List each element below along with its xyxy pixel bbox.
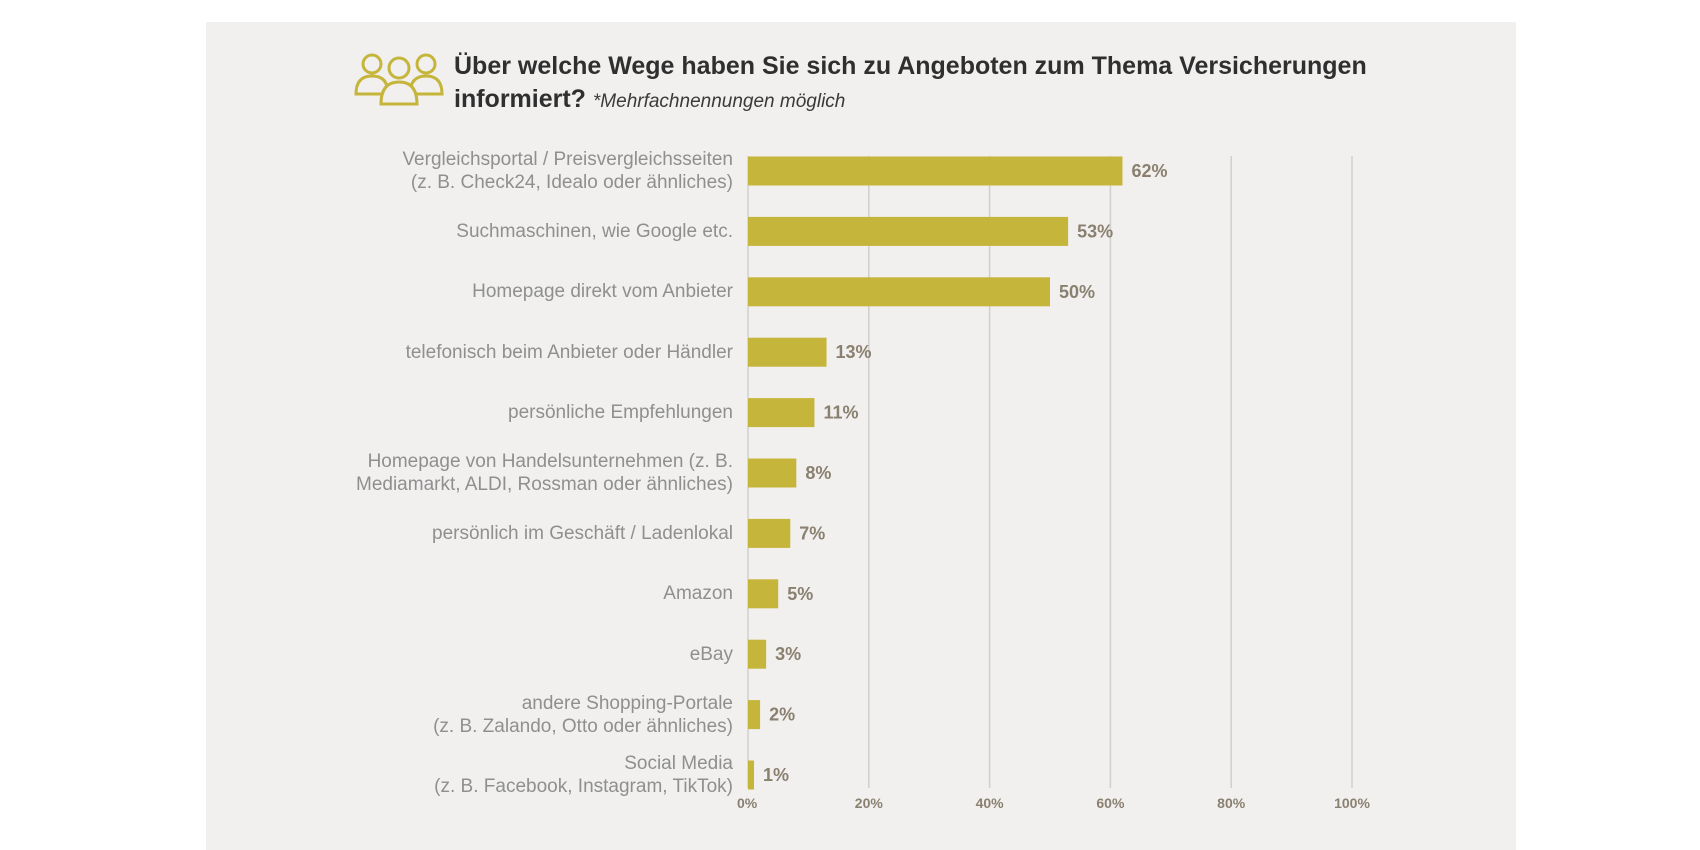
category-label-line: (z. B. Facebook, Instagram, TikTok) — [434, 776, 733, 797]
bar-value-label: 7% — [799, 523, 825, 543]
bar-value-label: 53% — [1077, 221, 1113, 241]
bar-value-label: 2% — [769, 705, 795, 725]
bar — [748, 458, 797, 488]
bar — [748, 700, 761, 730]
category-label-line: persönlich im Geschäft / Ladenlokal — [432, 522, 733, 544]
title-text: Über welche Wege haben Sie sich zu Angeb… — [454, 52, 1367, 113]
category-label-line: persönliche Empfehlungen — [508, 402, 733, 424]
category-label-line: Vergleichsportal / Preisvergleichsseiten — [402, 149, 733, 170]
category-label-line: Mediamarkt, ALDI, Rossman oder ähnliches… — [356, 474, 733, 495]
category-label-line: eBay — [689, 643, 733, 665]
bar-value-label: 5% — [787, 584, 813, 604]
category-label-line: (z. B. Check24, Idealo oder ähnliches) — [410, 172, 733, 193]
category-label-line: andere Shopping-Portale — [521, 692, 733, 714]
category-label: Amazon — [663, 582, 733, 605]
category-label: eBay — [690, 643, 733, 666]
bar — [748, 156, 1123, 186]
bar — [748, 639, 767, 669]
bar-value-label: 13% — [836, 342, 872, 362]
chart-subtitle: *Mehrfachnennungen möglich — [592, 91, 846, 112]
category-label: andere Shopping-Portale (z. B. Zalando, O… — [433, 692, 733, 738]
chart-title: Über welche Wege haben Sie sich zu Angeb… — [454, 50, 1414, 118]
bar-value-label: 11% — [823, 403, 858, 423]
category-label-line: Homepage von Handelsunternehmen (z. B. — [367, 451, 733, 472]
category-label-line: Homepage direkt vom Anbieter — [472, 281, 733, 303]
category-label-line: (z. B. Zalando, Otto oder ähnliches) — [433, 715, 733, 737]
category-label: Social Media (z. B. Facebook, Instagram, … — [434, 752, 733, 798]
x-tick-label: 100% — [1334, 795, 1370, 811]
category-label: Suchmaschinen, wie Google etc. — [456, 220, 733, 243]
category-label: telefonisch beim Anbieter oder Händler — [406, 341, 733, 364]
category-label-line: telefonisch beim Anbieter oder Händler — [405, 341, 733, 363]
x-tick-label: 0% — [737, 795, 758, 811]
category-label-line: Amazon — [663, 583, 733, 605]
bar — [748, 337, 827, 367]
bar-value-label: 3% — [775, 644, 801, 664]
x-tick-label: 20% — [855, 795, 884, 811]
bar — [748, 277, 1050, 307]
category-label: Vergleichsportal / Preisvergleichsseiten… — [402, 148, 733, 194]
bar-value-label: 62% — [1131, 161, 1167, 181]
bar — [748, 579, 779, 609]
category-label-line: Suchmaschinen, wie Google etc. — [456, 220, 733, 242]
bar — [748, 216, 1069, 246]
bar — [748, 398, 815, 428]
category-label: persönlich im Geschäft / Ladenlokal — [432, 522, 733, 545]
x-tick-label: 60% — [1096, 795, 1125, 811]
category-label: Homepage direkt vom Anbieter — [472, 280, 733, 303]
x-tick-label: 80% — [1217, 795, 1246, 811]
category-label: persönliche Empfehlungen — [508, 401, 733, 424]
bar — [748, 518, 791, 548]
people-group-icon — [354, 53, 444, 106]
category-label: Homepage von Handelsunternehmen (z. B. Me… — [356, 450, 733, 496]
bar-value-label: 1% — [763, 765, 789, 785]
category-label-line: Social Media — [624, 753, 733, 774]
x-tick-label: 40% — [976, 795, 1005, 811]
bar — [748, 760, 755, 790]
bar-value-label: 50% — [1059, 282, 1095, 302]
bar-value-label: 8% — [805, 463, 831, 483]
